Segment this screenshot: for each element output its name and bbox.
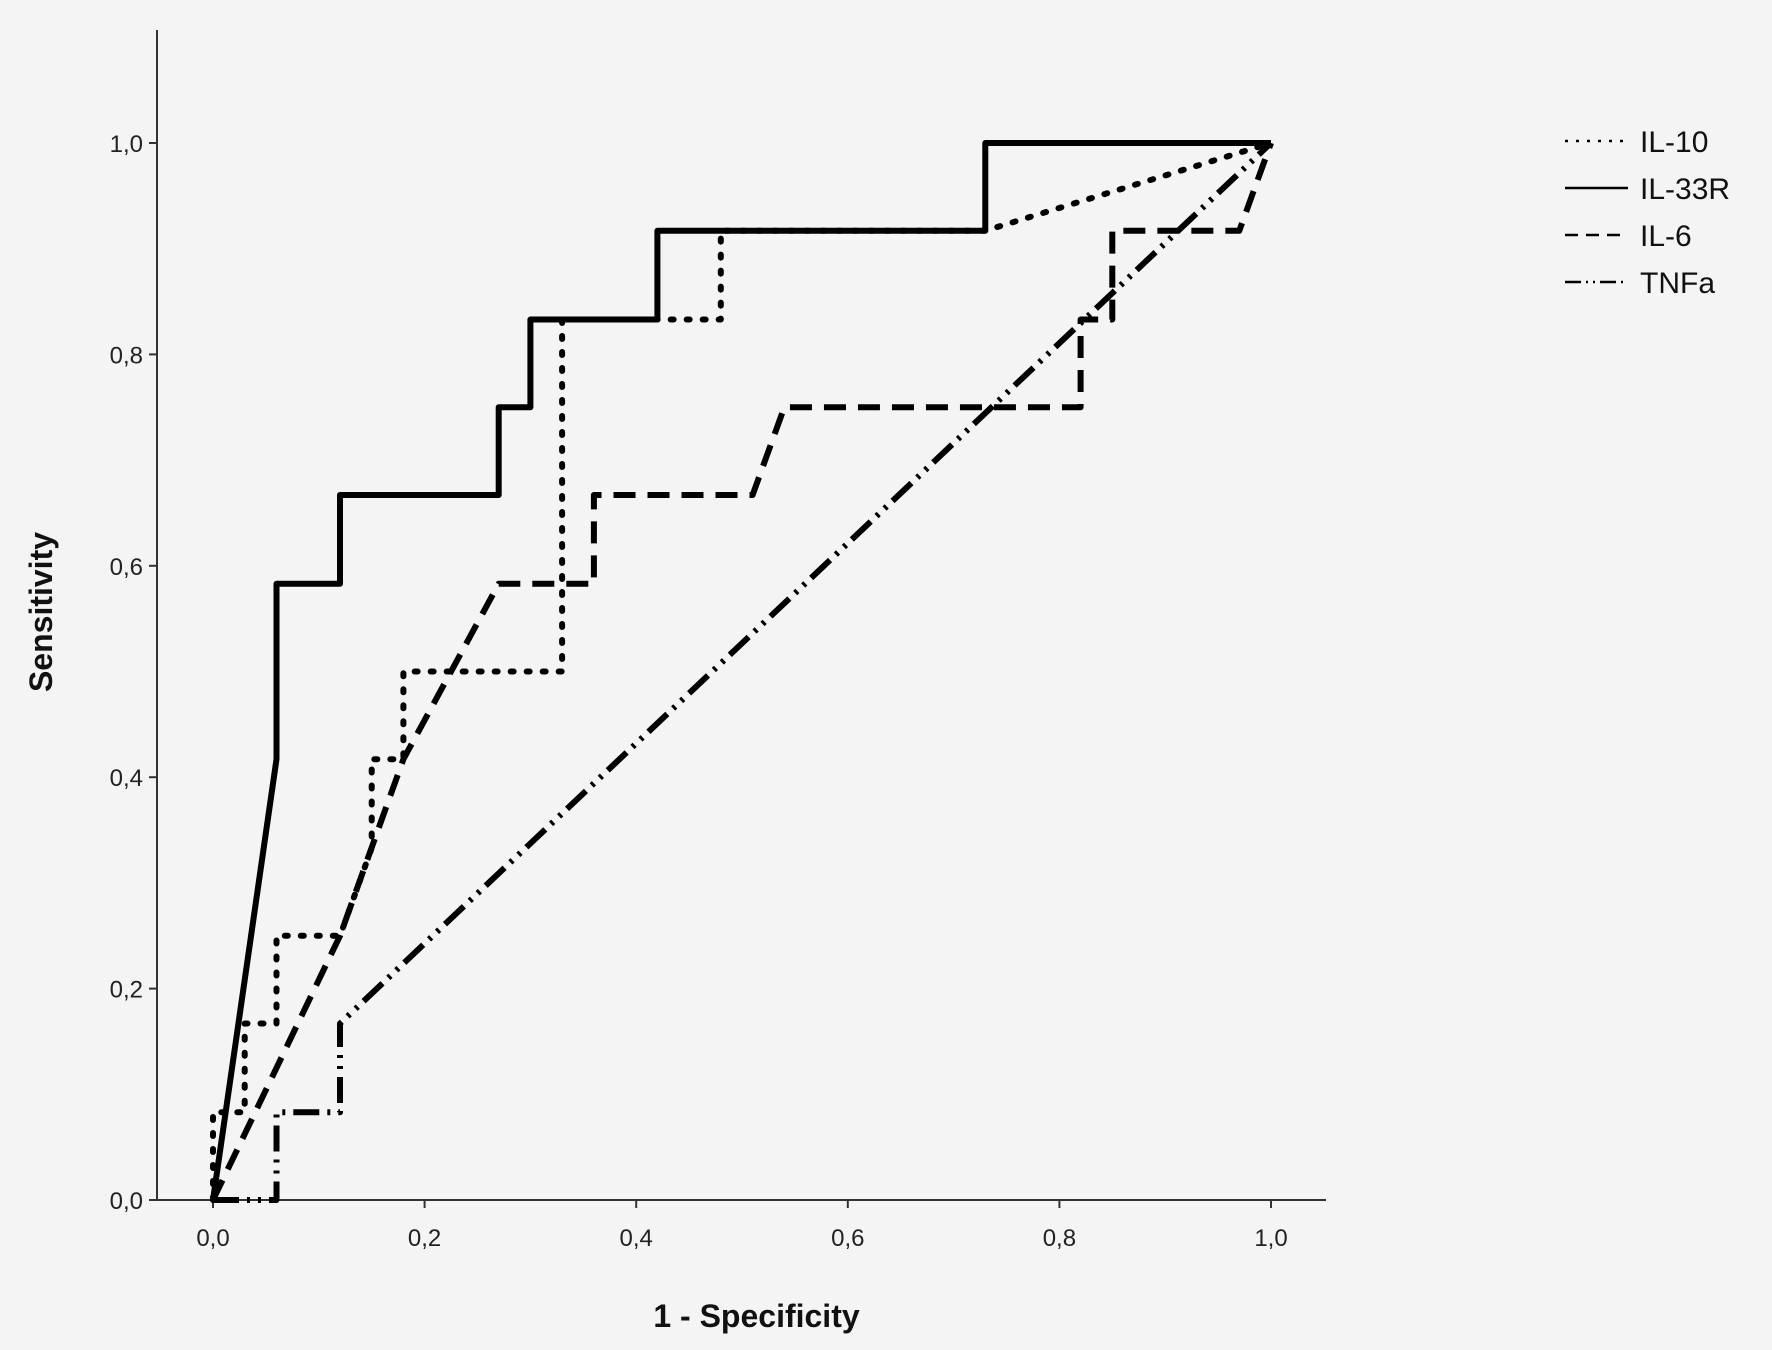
x-tick-label: 1,0 (1254, 1225, 1287, 1252)
roc-curve-tnfa (213, 140, 1274, 1203)
legend-label: TNFa (1640, 267, 1715, 300)
x-tick-label: 0,2 (408, 1225, 441, 1252)
y-tick-label: 0,0 (110, 1188, 143, 1215)
roc-curve-il-10 (210, 140, 1274, 1203)
x-tick-label: 0,6 (831, 1225, 864, 1252)
x-tick-label: 0,4 (620, 1225, 653, 1252)
x-tick-label: 0,0 (196, 1225, 229, 1252)
y-tick-label: 1,0 (110, 131, 143, 158)
x-axis-ticks: 0,0 0,2 0,4 0,6 0,8 1,0 (196, 1200, 1288, 1252)
y-tick-label: 0,8 (110, 342, 143, 369)
x-tick-label: 0,8 (1043, 1225, 1076, 1252)
roc-curve-il-6 (210, 141, 1274, 1202)
y-tick-label: 0,6 (110, 554, 143, 581)
legend: IL-10 IL-33R IL-6 TNFa (1565, 126, 1730, 300)
x-axis-title: 1 - Specificity (653, 1298, 860, 1334)
y-axis-ticks: 0,0 0,2 0,4 0,6 0,8 1,0 (110, 131, 157, 1215)
y-tick-label: 0,4 (110, 765, 143, 792)
y-axis-title: Sensitivity (23, 532, 59, 692)
roc-curves (210, 140, 1274, 1203)
axes (156, 30, 1326, 1201)
roc-curve-il-33r (210, 140, 1271, 1201)
y-tick-label: 0,2 (110, 977, 143, 1004)
legend-label: IL-6 (1640, 220, 1692, 253)
legend-label: IL-33R (1640, 173, 1730, 206)
legend-label: IL-10 (1640, 126, 1708, 159)
